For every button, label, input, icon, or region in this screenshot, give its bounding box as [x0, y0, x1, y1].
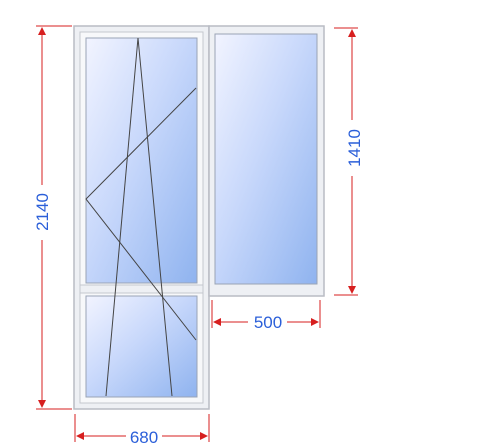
- door-transom-bar: [79, 284, 204, 294]
- door-opening-symbol: [85, 37, 197, 397]
- dim-label-door-width: 680: [130, 428, 158, 447]
- dimension-window-height: 1410: [334, 27, 364, 296]
- dimension-total-height: 2140: [33, 25, 72, 410]
- dim-label-window-height: 1410: [345, 129, 364, 167]
- dim-label-window-width: 500: [254, 313, 282, 332]
- door-unit: [73, 25, 210, 410]
- dimension-door-width: 680: [74, 414, 210, 447]
- dimension-window-width: 500: [211, 300, 321, 332]
- window-unit: [208, 25, 325, 297]
- dim-label-total-height: 2140: [33, 193, 52, 231]
- window-glass: [214, 33, 318, 285]
- door-lower-glass: [85, 295, 198, 398]
